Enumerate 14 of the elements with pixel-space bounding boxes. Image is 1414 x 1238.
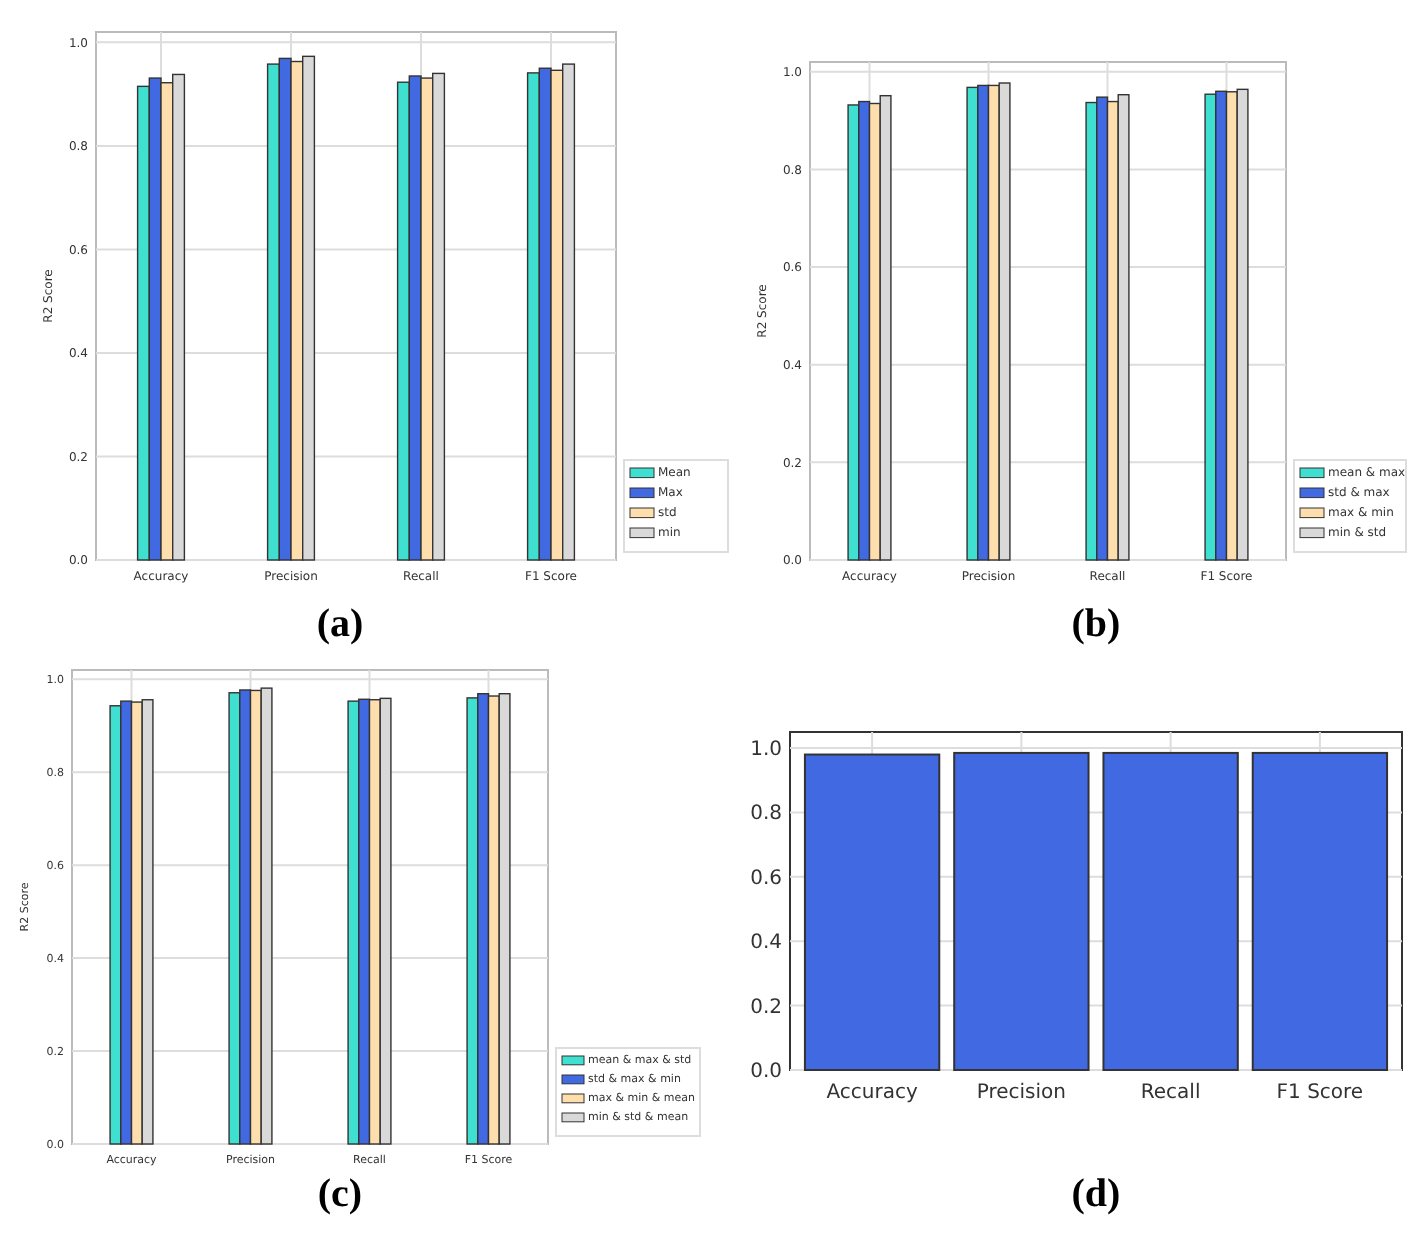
y-tick-label: 0.8	[750, 803, 782, 826]
text: (d)	[1071, 1172, 1121, 1216]
y-tick-label: 0.4	[750, 932, 782, 955]
text: (b)	[1071, 602, 1121, 646]
text: (a)	[316, 602, 364, 646]
y-tick-label: 1.0	[750, 739, 782, 762]
x-tick-label: Precision	[976, 1082, 1066, 1104]
x-tick-label: Recall	[1140, 1082, 1201, 1104]
x-tick-label: F1 Score	[1276, 1082, 1364, 1104]
text: (c)	[317, 1172, 363, 1216]
y-tick-label: 0.6	[750, 867, 782, 890]
y-tick-label: 0.2	[750, 996, 782, 1019]
y-tick-label: 0.0	[750, 1061, 782, 1083]
x-tick-label: Accuracy	[826, 1082, 918, 1104]
